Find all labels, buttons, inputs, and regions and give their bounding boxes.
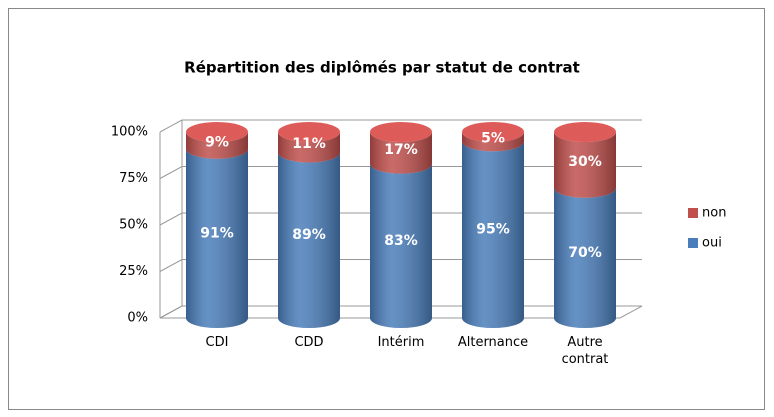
- cylinder-top: [462, 122, 524, 142]
- cylinder-shade: [554, 132, 616, 198]
- cylinder-shade: [186, 132, 248, 159]
- legend-swatch: [688, 208, 698, 218]
- cylinder-shade: [370, 132, 432, 174]
- y-tick-label: 100%: [111, 125, 148, 140]
- cylinder-top: [370, 122, 432, 142]
- grid-line: [159, 119, 642, 133]
- value-label: 9%: [205, 134, 229, 150]
- legend-label: oui: [702, 236, 722, 251]
- y-tick-label: 0%: [127, 311, 148, 326]
- value-label: 5%: [481, 131, 505, 147]
- value-label: 89%: [292, 227, 326, 243]
- value-label: 11%: [292, 136, 326, 152]
- value-label: 70%: [568, 245, 602, 261]
- cylinder-top: [186, 122, 248, 142]
- value-label: 17%: [384, 142, 418, 158]
- cylinder-shade: [554, 187, 616, 328]
- x-tick-label: Intérim: [377, 335, 425, 350]
- value-label: 95%: [476, 222, 510, 238]
- cylinder-shade: [186, 148, 248, 328]
- cylinder-top: [554, 122, 616, 142]
- cylinder-shade: [278, 152, 340, 328]
- cylinder-shade: [370, 163, 432, 328]
- cylinder-shade: [278, 132, 340, 163]
- x-tick-label: CDD: [294, 335, 324, 350]
- chart-title: Répartition des diplômés par statut de c…: [184, 59, 580, 77]
- value-label: 30%: [568, 154, 602, 170]
- value-label: 83%: [384, 233, 418, 249]
- x-tick-label: Alternance: [457, 335, 529, 350]
- y-tick-label: 75%: [119, 171, 148, 186]
- cylinder-shade: [462, 132, 524, 152]
- x-tick-label: CDI: [205, 335, 229, 350]
- x-tick-label: Autre contrat: [561, 335, 609, 367]
- value-label: 91%: [200, 225, 234, 241]
- cylinder-shade: [462, 141, 524, 328]
- cylinder-top: [278, 122, 340, 142]
- legend-swatch: [688, 238, 698, 248]
- y-tick-label: 25%: [119, 264, 148, 279]
- y-tick-label: 50%: [119, 218, 148, 233]
- legend-label: non: [702, 206, 726, 221]
